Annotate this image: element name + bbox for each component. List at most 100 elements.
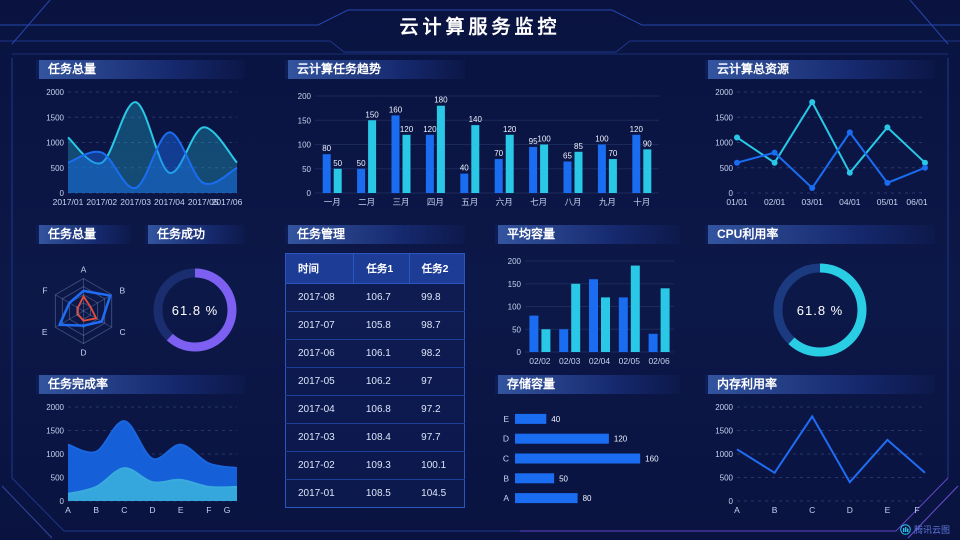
table-cell: 2017-01 (285, 479, 354, 508)
svg-text:85: 85 (574, 142, 583, 151)
svg-text:D: D (503, 434, 509, 444)
table-cell: 100.1 (409, 451, 465, 480)
svg-text:40: 40 (551, 415, 560, 424)
svg-text:1500: 1500 (715, 427, 733, 436)
svg-text:2017/01: 2017/01 (53, 197, 84, 207)
svg-text:1000: 1000 (46, 450, 64, 459)
table-cell: 106.2 (353, 367, 410, 396)
svg-text:1000: 1000 (715, 450, 733, 459)
svg-text:0: 0 (729, 189, 734, 198)
svg-text:70: 70 (608, 149, 617, 158)
svg-text:2000: 2000 (715, 88, 733, 97)
svg-text:150: 150 (298, 116, 312, 125)
table-cell: 109.3 (353, 451, 410, 480)
task-trend-bar-chart: 0 50 100 150 200 一月 二月 三月 四月 五月 六月 七月 八月 九月 十月 80 50 160 1… (285, 84, 665, 208)
svg-text:02/06: 02/06 (648, 356, 670, 366)
table-header-cell: 任务2 (408, 253, 466, 284)
svg-text:120: 120 (630, 125, 644, 134)
svg-text:70: 70 (494, 149, 503, 158)
svg-text:E: E (503, 414, 509, 424)
svg-text:500: 500 (720, 474, 734, 483)
svg-text:120: 120 (614, 435, 628, 444)
svg-text:120: 120 (423, 125, 437, 134)
svg-text:九月: 九月 (599, 197, 616, 207)
page-title: 云计算服务监控 (399, 17, 561, 38)
svg-text:61.8 %: 61.8 % (797, 303, 843, 318)
svg-text:A: A (65, 505, 71, 515)
svg-text:F: F (42, 285, 47, 295)
svg-text:150: 150 (365, 110, 379, 119)
svg-text:03/01: 03/01 (802, 197, 824, 207)
svg-text:2017/05: 2017/05 (188, 197, 219, 207)
svg-text:200: 200 (298, 92, 312, 101)
svg-text:E: E (885, 505, 891, 515)
panel-storage: 存储容量 E 40 D 120 C 160 B 50 A 80 (495, 375, 680, 516)
svg-text:0: 0 (60, 189, 65, 198)
svg-text:A: A (734, 505, 740, 515)
table-cell: 2017-02 (285, 451, 354, 480)
svg-text:0: 0 (729, 497, 734, 506)
svg-text:B: B (119, 285, 125, 295)
table-row: 2017-01 108.5 104.5 (285, 479, 465, 508)
svg-text:04/01: 04/01 (839, 197, 861, 207)
svg-text:1500: 1500 (715, 113, 733, 122)
svg-text:2000: 2000 (46, 88, 64, 97)
svg-text:2017/03: 2017/03 (120, 197, 151, 207)
svg-text:150: 150 (508, 280, 522, 289)
table-header-cell: 时间 (284, 253, 355, 284)
table-cell: 98.7 (409, 311, 465, 340)
panel-avg-capacity: 平均容量 0 50 100 150 200 02/02 02/03 02/04 02/05 02/… (495, 225, 680, 367)
svg-text:500: 500 (51, 474, 65, 483)
svg-text:06/01: 06/01 (906, 197, 928, 207)
svg-text:2017/02: 2017/02 (86, 197, 117, 207)
brand-watermark-label: 腾讯云图 (913, 525, 950, 535)
table-cell: 2017-08 (285, 283, 354, 312)
svg-text:二月: 二月 (358, 197, 375, 207)
table-cell: 97 (409, 367, 465, 396)
svg-text:1500: 1500 (46, 113, 64, 122)
table-header-cell: 任务1 (353, 253, 410, 284)
svg-text:80: 80 (322, 144, 331, 153)
svg-text:80: 80 (583, 494, 592, 503)
table-cell: 97.7 (409, 423, 465, 452)
cpu-usage-donut-chart: 61.8 % (705, 249, 935, 367)
svg-text:0: 0 (307, 189, 312, 198)
svg-text:E: E (42, 327, 48, 337)
table-row: 2017-07 105.8 98.7 (285, 311, 465, 340)
table-cell: 2017-03 (285, 423, 354, 452)
svg-text:七月: 七月 (530, 197, 547, 207)
panel-title: CPU利用率 (705, 225, 935, 244)
svg-text:500: 500 (51, 164, 65, 173)
svg-text:160: 160 (389, 105, 403, 114)
svg-text:01/01: 01/01 (726, 197, 748, 207)
svg-text:500: 500 (720, 164, 734, 173)
task-management-table: 时间 任务1 任务2 2017-08 106.7 99.8 2017-07 105.8 98.7… (284, 253, 466, 508)
svg-text:100: 100 (595, 135, 609, 144)
table-cell: 106.1 (353, 339, 410, 368)
table-row: 2017-08 106.7 99.8 (285, 283, 465, 312)
svg-text:B: B (772, 505, 778, 515)
panel-title: 存储容量 (495, 375, 680, 394)
svg-text:02/01: 02/01 (764, 197, 786, 207)
table-cell: 98.2 (409, 339, 465, 368)
svg-text:C: C (503, 454, 509, 464)
table-row: 2017-03 108.4 97.7 (285, 423, 465, 452)
table-cell: 106.7 (353, 283, 410, 312)
task-total-radar-chart: A B C D E F (36, 249, 131, 367)
svg-text:50: 50 (357, 159, 366, 168)
panel-task-total-area: 任务总量 0 500 1000 1500 2000 2017/01 2017/02 2017/… (36, 60, 245, 208)
table-row: 2017-02 109.3 100.1 (285, 451, 465, 480)
svg-text:140: 140 (469, 115, 483, 124)
svg-text:三月: 三月 (392, 197, 409, 207)
svg-text:0: 0 (517, 348, 522, 357)
svg-text:100: 100 (298, 141, 312, 150)
table-cell: 108.5 (353, 479, 410, 508)
svg-text:一月: 一月 (324, 197, 341, 207)
panel-cpu-usage: CPU利用率 61.8 % (705, 225, 935, 367)
table-cell: 99.8 (409, 283, 465, 312)
svg-text:05/01: 05/01 (877, 197, 899, 207)
panel-title: 内存利用率 (705, 375, 935, 394)
svg-text:C: C (119, 327, 125, 337)
svg-text:1500: 1500 (46, 427, 64, 436)
